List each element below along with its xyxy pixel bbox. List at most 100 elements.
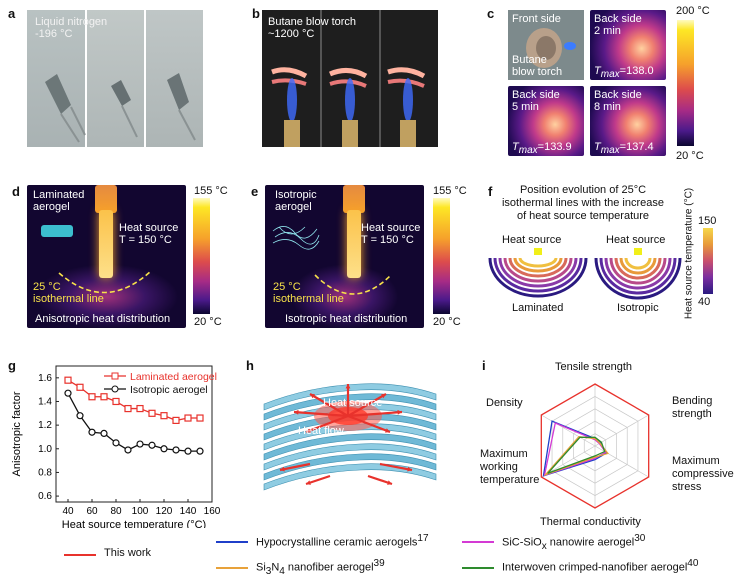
- heat-flow-arrowhead: [306, 428, 311, 433]
- isotherm-arc-laminated: [518, 257, 558, 268]
- aerogel-layer: [263, 393, 437, 421]
- panel-c-thermal-5min: Back side 5 min Tmax=133.9 °C: [508, 86, 584, 156]
- series-line-1: [67, 392, 200, 452]
- panel-c-back8-label: Back side 8 min: [594, 89, 642, 113]
- x-tick-label: 160: [204, 506, 221, 517]
- panel-d-iso-label: 25 °C isothermal line: [33, 281, 104, 305]
- isotherm-arc-laminated: [488, 257, 588, 298]
- panel-c-back2-label: Back side 2 min: [594, 13, 642, 37]
- panel-c-t8: 137.4 °C: [626, 141, 654, 153]
- radar-axis-tensile: Tensile strength: [555, 361, 633, 373]
- data-point-square: [100, 393, 108, 401]
- heat-flow-arrowhead: [407, 466, 412, 472]
- panel-e-source-label: Heat source T = 150 °C: [361, 222, 421, 246]
- panel-d-sample-label: Laminated aerogel: [33, 189, 85, 213]
- data-point-square: [196, 414, 204, 422]
- panel-e-caption: Isotropic heat distribution: [285, 313, 408, 325]
- x-tick-label: 120: [156, 506, 173, 517]
- legend-line-hypo: [216, 541, 248, 543]
- panel-e-label: e: [251, 184, 259, 199]
- data-point-circle: [88, 428, 96, 436]
- legend-sin-3: 3: [265, 565, 272, 577]
- plot-frame: [55, 365, 213, 503]
- panel-c-front-label: Front side: [512, 13, 561, 25]
- legend-sin-ref: 39: [373, 558, 385, 569]
- legend-crimp-text: Interwoven crimped-nanofiber aerogel: [502, 561, 688, 574]
- legend-sic: SiC-SiOx nanowire aerogel30: [502, 533, 645, 552]
- panel-f-bar-min: 40: [698, 296, 711, 308]
- isotherm-arc-laminated: [508, 257, 568, 278]
- radar-series-3: [543, 436, 609, 476]
- data-point-square: [136, 404, 144, 413]
- x-tick-label: 80: [110, 506, 122, 517]
- panel-h-label: h: [246, 358, 254, 373]
- panel-c-colorbar: [677, 20, 694, 146]
- y-tick-label: 0.8: [38, 467, 52, 478]
- data-point-circle: [196, 447, 204, 455]
- data-point-square: [124, 404, 132, 413]
- panel-c-tmax-sub-5: max: [518, 145, 538, 156]
- x-axis-label: Heat source temperature (°C): [62, 519, 206, 528]
- legend-sin-rest: nanofiber aerogel: [284, 561, 374, 574]
- data-point-circle: [148, 441, 156, 449]
- x-tick-label: 40: [62, 506, 74, 517]
- heat-flow-arrow: [347, 414, 391, 434]
- legend-sin-si: Si: [256, 561, 266, 574]
- panel-c-t2: 138.0 °C: [626, 65, 654, 77]
- panel-a-caption: Liquid nitrogen -196 °C: [35, 16, 108, 40]
- x-tick-label: 60: [86, 506, 98, 517]
- panel-f-bar-label: Heat source temperature (°C): [683, 187, 695, 320]
- panel-d-bar-min: 20 °C: [194, 316, 222, 328]
- heat-flow-arrow: [305, 414, 349, 434]
- panel-a-label: a: [8, 6, 16, 21]
- aerogel-layer: [263, 453, 437, 481]
- legend-hypo-ref: 17: [417, 533, 429, 544]
- panel-d-colorbar: [193, 198, 210, 314]
- legend-sic-ref: 30: [634, 533, 646, 544]
- panel-e-bar-max: 155 °C: [433, 185, 467, 197]
- legend-marker: [111, 385, 119, 393]
- heat-flow-arrow: [347, 410, 403, 418]
- y-axis-label: Anisotropic factor: [11, 391, 23, 476]
- aerogel-layer: [263, 433, 437, 461]
- isotherm-arc-laminated: [498, 257, 578, 288]
- aerogel-layer: [263, 383, 437, 411]
- panel-h-diagram: [263, 383, 437, 491]
- panel-g-chart: 40 60 80 100 120 140 160 0.6 0.8 1.0 1.2 1.4 1.6 Heat…: [11, 365, 221, 528]
- aerogel-layer: [263, 463, 437, 491]
- panel-f-isotherm-diagram: [488, 248, 682, 300]
- panel-h-source: Heat source: [323, 397, 383, 409]
- heat-flow-arrow: [347, 393, 387, 417]
- data-point-circle: [64, 389, 72, 397]
- panel-c-bar-max: 200 °C: [676, 5, 710, 17]
- panel-f-right-name: Isotropic: [617, 302, 659, 314]
- radar-axis-working-temp: Maximum working temperature: [480, 448, 540, 486]
- heat-flow-arrow: [293, 410, 349, 418]
- isotherm-arc-isotropic: [594, 257, 682, 300]
- panel-c-thermal-2min: Back side 2 min Tmax=138.0 °C: [590, 10, 666, 80]
- legend-line-crimp: [462, 567, 494, 569]
- legend-label: Isotropic aerogel: [130, 384, 208, 396]
- panel-b-caption: Butane blow torch ~1200 °C: [268, 16, 357, 40]
- isotherm-arc-laminated: [503, 257, 573, 283]
- heat-flow-arrowhead: [294, 409, 299, 415]
- panel-c-label: c: [487, 6, 495, 21]
- legend-line-sin: [216, 567, 248, 569]
- panel-c-tmax-t-8: T: [594, 141, 601, 153]
- heat-flow-arrow: [379, 462, 413, 472]
- panel-c-front-photo: Front side Butane blow torch: [508, 10, 584, 80]
- isotherm-arc-isotropic: [624, 257, 652, 270]
- panel-a-photos: Liquid nitrogen -196 °C: [27, 10, 203, 147]
- heat-flow-arrow: [309, 393, 349, 417]
- heat-flow-arrow: [279, 462, 311, 472]
- panel-i-label: i: [482, 358, 486, 373]
- y-tick-label: 0.6: [38, 491, 52, 502]
- legend-hypo-text: Hypocrystalline ceramic aerogels: [256, 536, 418, 549]
- data-point-circle: [112, 439, 120, 447]
- panel-d-bar-max: 155 °C: [194, 185, 228, 197]
- radar-axis-compressive: Maximum compressive stress: [672, 455, 734, 493]
- legend-sin: Si3N4 nanofiber aerogel39: [256, 558, 385, 577]
- isotherm-arc-isotropic: [614, 257, 662, 280]
- panel-f-bar-max: 150: [698, 215, 717, 227]
- isotherm-arc-isotropic: [609, 257, 667, 285]
